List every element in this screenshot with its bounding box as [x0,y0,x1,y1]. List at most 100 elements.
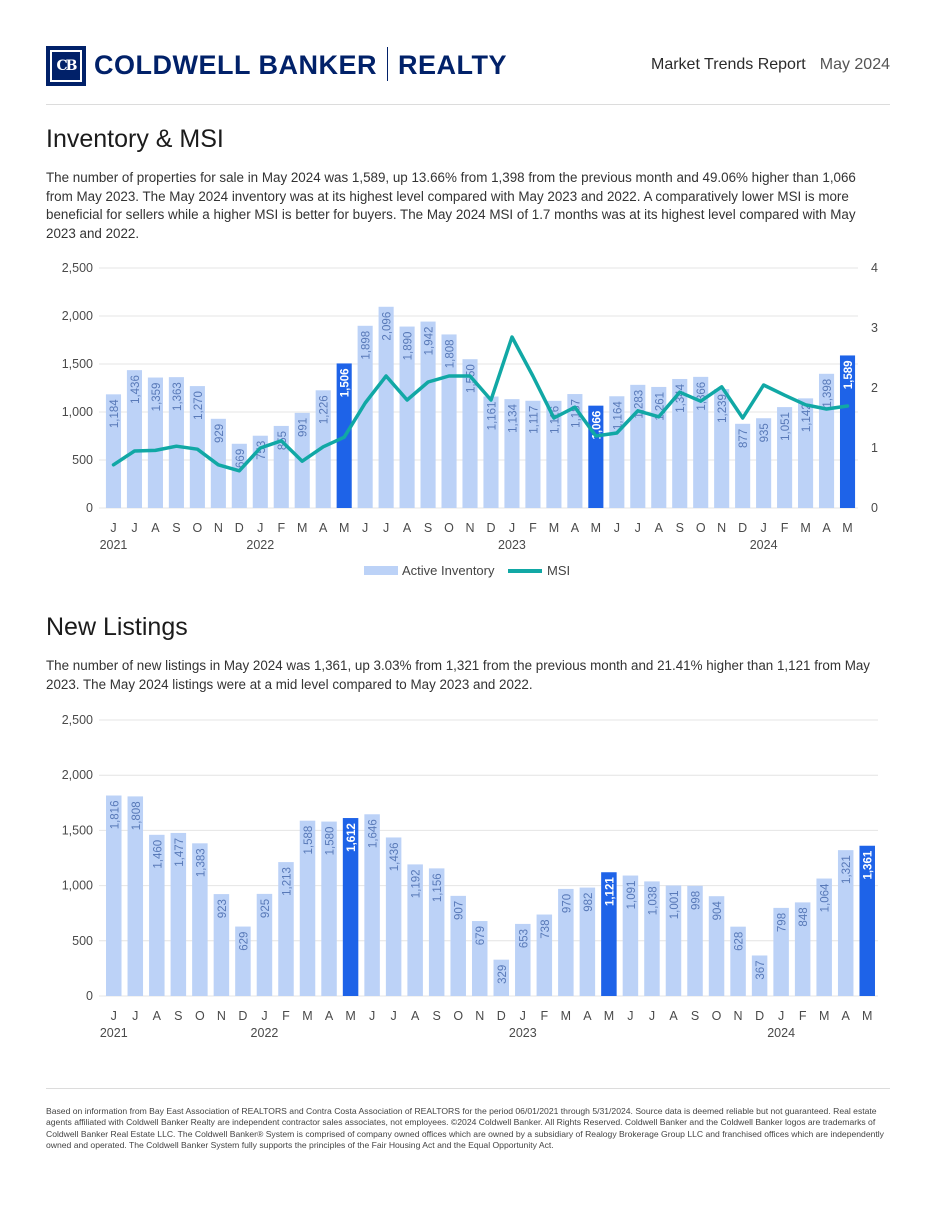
bar-value-label: 1,361 [863,850,875,879]
bar-value-label: 1,808 [131,801,143,830]
bar [525,400,541,508]
bar-value-label: 679 [475,926,487,945]
y-tick-label: 2,000 [62,309,93,323]
x-year-label: 2024 [767,1026,795,1040]
x-year-label: 2023 [509,1026,537,1040]
x-tick-label: O [444,521,454,535]
bar-value-label: 1,612 [346,823,358,852]
bar-value-label: 1,359 [151,383,163,412]
bar-value-label: 1,051 [780,412,792,441]
listings-grid [99,719,878,997]
bar-value-label: 367 [755,960,767,979]
x-tick-label: A [655,521,664,535]
x-tick-label: N [214,521,223,535]
x-tick-label: A [571,521,580,535]
bar-value-label: 1,213 [281,867,293,896]
x-tick-label: D [235,521,244,535]
bar [567,394,583,508]
x-tick-label: M [819,1009,829,1023]
new-listings-chart: 1,816 1,808 1,460 1,477 1,383 923 629 925 1,213 1… [62,713,878,1040]
bar-value-label: 877 [738,429,750,448]
bar-value-label: 1,184 [109,399,121,428]
bar [579,887,596,996]
legend-label-msi: MSI [547,563,570,578]
bar [558,888,574,996]
brand-name: COLDWELL BANKER REALTY [94,46,507,81]
x-tick-label: D [497,1009,506,1023]
listings-bar-labels: 1,816 1,808 1,460 1,477 1,383 923 629 925 1,213 1… [109,801,874,984]
bar-value-label: 1,460 [152,840,164,869]
bar-value-label: 1,001 [669,890,681,919]
bar [378,306,394,508]
bar-value-label: 848 [798,907,810,926]
y2-tick-label: 3 [871,321,878,335]
x-tick-label: M [297,521,307,535]
inventory-paragraph: The number of properties for sale in May… [46,170,856,241]
bar [493,959,510,996]
bar-value-label: 925 [260,899,272,918]
bar [299,820,316,996]
x-tick-label: M [800,521,810,535]
bar [504,399,520,508]
bar [450,895,466,996]
x-tick-label: M [549,521,559,535]
x-tick-label: F [529,521,537,535]
msi-line [111,335,850,473]
x-tick-label: J [649,1009,655,1023]
x-tick-label: J [509,521,515,535]
brand-separator [386,46,388,81]
bar [751,955,768,996]
y-tick-label: 1,500 [62,823,93,837]
x-tick-label: F [781,521,789,535]
bar-value-label: 1,134 [507,404,519,433]
y-tick-label: 0 [86,989,93,1003]
x-tick-label: J [391,1009,397,1023]
x-year-label: 2024 [750,538,778,552]
bar-value-label: 2,096 [382,312,394,341]
x-year-label: 2023 [498,538,526,552]
bar-value-label: 798 [777,913,789,932]
y2-tick-label: 2 [871,381,878,395]
bar-value-label: 1,580 [325,827,337,856]
y-tick-label: 500 [72,934,93,948]
x-tick-label: J [520,1009,526,1023]
bar-value-label: 982 [583,893,595,912]
bar-value-label: 1,344 [675,383,687,412]
y-tick-label: 1,500 [62,357,93,371]
bar [213,894,230,996]
bar [357,325,373,508]
x-tick-label: N [475,1009,484,1023]
x-tick-label: M [345,1009,355,1023]
x-tick-label: O [453,1009,463,1023]
bar [837,850,854,996]
bar-value-label: 628 [734,932,746,951]
x-year-label: 2021 [100,1026,128,1040]
bar-value-label: 1,121 [604,877,616,906]
bar [235,926,251,996]
x-tick-label: M [591,521,601,535]
bar-value-label: 929 [214,424,226,443]
bar [399,326,415,508]
x-tick-label: M [842,521,852,535]
bar [546,400,562,508]
report-title: Market Trends Report [651,56,806,73]
x-tick-label: D [738,521,747,535]
bar [773,907,789,996]
bar-value-label: 1,192 [411,869,423,898]
bar [798,398,814,508]
x-tick-label: M [302,1009,312,1023]
report-date: May 2024 [819,56,890,73]
y-tick-label: 0 [86,501,93,515]
bar-value-label: 1,588 [303,826,315,855]
report-info: Market Trends Report May 2024 [651,56,890,74]
x-tick-label: J [635,521,641,535]
bar [687,885,703,996]
bar-value-label: 1,477 [174,838,186,867]
bar-value-label: 1,239 [717,394,729,423]
x-tick-label: M [862,1009,872,1023]
bar [735,423,751,508]
bar [315,390,331,508]
y2-tick-label: 4 [871,261,878,275]
x-tick-label: S [172,521,180,535]
